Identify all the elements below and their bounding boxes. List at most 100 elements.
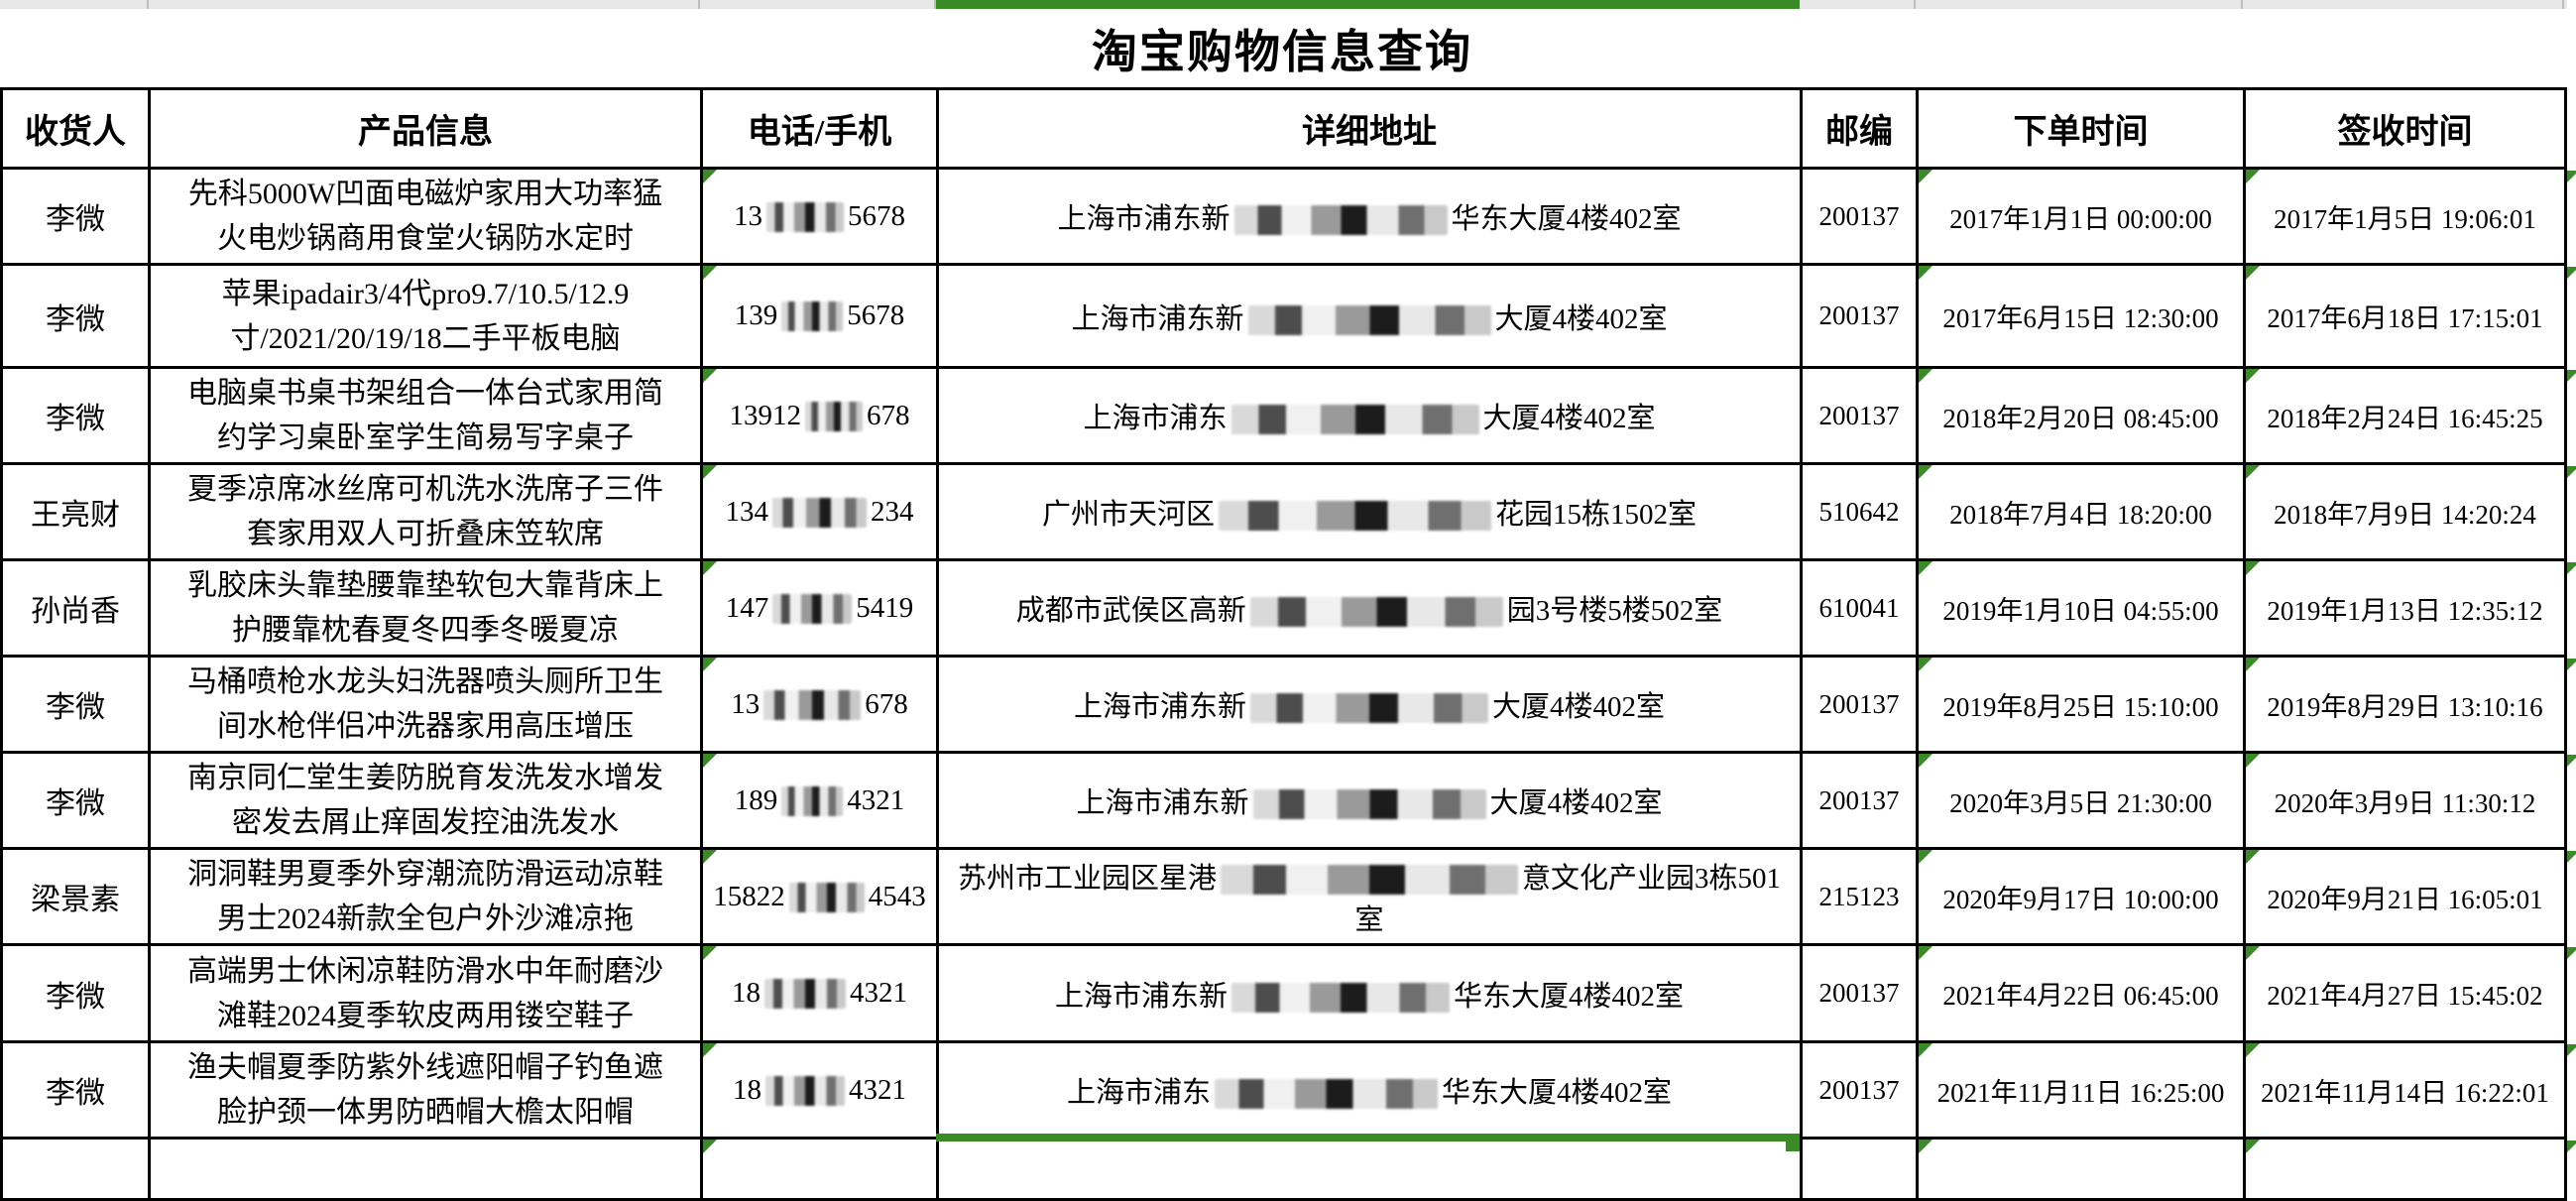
phone-cell[interactable]: 147 5419 [700,558,939,658]
order-time-cell[interactable]: 2021年4月22日 06:45:00 [1916,943,2246,1043]
address-cell[interactable]: 上海市浦东新 大厦4楼402室 [936,263,1803,369]
order-time-cell[interactable]: 2020年3月5日 21:30:00 [1916,751,2246,850]
phone-suffix: 5678 [847,300,905,331]
order-time-cell[interactable]: 2020年9月17日 10:00:00 [1916,847,2246,946]
address-cell[interactable]: 上海市浦东 华东大厦4楼402室 [936,1040,1803,1140]
sign-time-cell[interactable]: 2021年4月27日 15:45:02 [2243,943,2567,1043]
product-cell[interactable]: 渔夫帽夏季防紫外线遮阳帽子钓鱼遮脸护颈一体男防晒帽大檐太阳帽 [148,1040,703,1140]
product-cell[interactable]: 高端男士休闲凉鞋防滑水中年耐磨沙滩鞋2024夏季软皮两用镂空鞋子 [148,943,703,1043]
recipient-cell[interactable]: 梁景素 [0,847,151,946]
recipient-cell[interactable]: 李微 [0,167,151,266]
address-cell[interactable]: 上海市浦东新 大厦4楼402室 [936,655,1803,754]
order-time-cell[interactable]: 2018年2月20日 08:45:00 [1916,366,2246,465]
active-cell-selection-border [936,1133,1800,1141]
product-cell[interactable]: 电脑桌书桌书架组合一体台式家用简约学习桌卧室学生简易写字桌子 [148,366,703,465]
phone-suffix: 234 [871,495,914,528]
recipient-cell[interactable]: 王亮财 [0,462,151,561]
sign-time-cell[interactable]: 2020年3月9日 11:30:12 [2243,751,2567,850]
address-cell[interactable]: 广州市天河区 花园15栋1502室 [936,462,1803,561]
zip-cell[interactable]: 200137 [1800,943,1919,1043]
sign-time-cell[interactable]: 2018年7月9日 14:20:24 [2243,462,2567,561]
address-cell[interactable] [936,1137,1803,1201]
phone-cell[interactable]: 134 234 [700,462,939,561]
sign-time-cell[interactable]: 2017年6月18日 17:15:01 [2243,263,2567,369]
product-cell[interactable]: 苹果ipadair3/4代pro9.7/10.5/12.9寸/2021/20/1… [148,263,703,369]
phone-cell[interactable]: 13912 678 [700,366,939,465]
address-prefix: 广州市天河区 [1041,499,1215,531]
product-cell[interactable]: 乳胶床头靠垫腰靠垫软包大靠背床上护腰靠枕春夏冬四季冬暖夏凉 [148,558,703,658]
redacted-phone-segment [766,201,844,232]
zip-cell[interactable]: 200137 [1800,167,1919,266]
product-cell[interactable] [148,1137,703,1201]
zip-cell[interactable]: 510642 [1800,462,1919,561]
zip-cell[interactable]: 200137 [1800,366,1919,465]
order-time-text: 2019年1月10日 04:55:00 [1942,595,2219,626]
comment-flag-icon [2247,659,2260,671]
recipient-text: 李微 [46,691,105,724]
comment-flag-icon [704,851,717,864]
sign-time-cell[interactable]: 2018年2月24日 16:45:25 [2243,366,2567,465]
order-time-cell[interactable]: 2021年11月11日 16:25:00 [1916,1040,2246,1140]
selection-fill-handle[interactable] [1786,1141,1800,1151]
zip-cell[interactable]: 200137 [1800,655,1919,754]
phone-cell[interactable] [700,1137,939,1201]
phone-cell[interactable]: 189 4321 [700,751,939,850]
order-time-cell[interactable]: 2019年1月10日 04:55:00 [1916,558,2246,658]
sign-time-cell[interactable]: 2017年1月5日 19:06:01 [2243,167,2567,266]
sign-time-cell[interactable]: 2020年9月21日 16:05:01 [2243,847,2567,946]
recipient-cell[interactable] [0,1137,151,1201]
sheet-column-header-strip[interactable] [0,0,2576,9]
address-cell[interactable]: 上海市浦东 大厦4楼402室 [936,366,1803,465]
product-cell[interactable]: 南京同仁堂生姜防脱育发洗发水增发密发去屑止痒固发控油洗发水 [148,751,703,850]
zip-cell[interactable]: 200137 [1800,263,1919,369]
col-header-phone: 电话/手机 [700,87,939,170]
order-time-cell[interactable]: 2018年7月4日 18:20:00 [1916,462,2246,561]
phone-cell[interactable]: 13 5678 [700,167,939,266]
sign-time-cell[interactable]: 2019年8月29日 13:10:16 [2243,655,2567,754]
zip-cell[interactable]: 610041 [1800,558,1919,658]
zip-text: 610041 [1818,592,1900,623]
recipient-cell[interactable]: 李微 [0,751,151,850]
table-row: 王亮财 夏季凉席冰丝席可机洗水洗席子三件套家用双人可折叠床笠软席 134 234 … [0,462,2567,561]
order-time-text: 2018年2月20日 08:45:00 [1942,403,2219,433]
address-cell[interactable]: 苏州市工业园区星港 意文化产业园3栋501室 [936,847,1803,946]
phone-cell[interactable]: 13 678 [700,655,939,754]
product-cell[interactable]: 夏季凉席冰丝席可机洗水洗席子三件套家用双人可折叠床笠软席 [148,462,703,561]
recipient-cell[interactable]: 李微 [0,366,151,465]
phone-cell[interactable]: 15822 4543 [700,847,939,946]
recipient-cell[interactable]: 李微 [0,1040,151,1140]
phone-cell[interactable]: 139 5678 [700,263,939,369]
sign-time-cell[interactable]: 2019年1月13日 12:35:12 [2243,558,2567,658]
redacted-address-segment [1247,304,1491,335]
phone-cell[interactable]: 18 4321 [700,1040,939,1140]
address-cell[interactable]: 上海市浦东新 华东大厦4楼402室 [936,167,1803,266]
recipient-cell[interactable]: 李微 [0,655,151,754]
address-cell[interactable]: 上海市浦东新 大厦4楼402室 [936,751,1803,850]
zip-cell[interactable]: 200137 [1800,751,1919,850]
phone-cell[interactable]: 18 4321 [700,943,939,1043]
address-cell[interactable]: 成都市武侯区高新 园3号楼5楼502室 [936,558,1803,658]
order-time-cell[interactable]: 2019年8月25日 15:10:00 [1916,655,2246,754]
product-cell[interactable]: 先科5000W凹面电磁炉家用大功率猛火电炒锅商用食堂火锅防水定时 [148,167,703,266]
sign-time-cell[interactable] [2243,1137,2567,1201]
product-cell[interactable]: 洞洞鞋男夏季外穿潮流防滑运动凉鞋男士2024新款全包户外沙滩凉拖 [148,847,703,946]
recipient-cell[interactable]: 李微 [0,943,151,1043]
order-time-cell[interactable]: 2017年6月15日 12:30:00 [1916,263,2246,369]
col-header-address: 详细地址 [936,87,1803,170]
recipient-cell[interactable]: 孙尚香 [0,558,151,658]
zip-cell[interactable]: 200137 [1800,1040,1919,1140]
zip-cell[interactable] [1800,1137,1919,1201]
address-prefix: 上海市浦东 [1066,1077,1211,1109]
address-prefix: 上海市浦东新 [1073,691,1246,723]
address-cell[interactable]: 上海市浦东新 华东大厦4楼402室 [936,943,1803,1043]
comment-flag-icon [2247,755,2260,768]
order-time-cell[interactable]: 2017年1月1日 00:00:00 [1916,167,2246,266]
product-cell[interactable]: 马桶喷枪水龙头妇洗器喷头厕所卫生间水枪伴侣冲洗器家用高压增压 [148,655,703,754]
zip-cell[interactable]: 215123 [1800,847,1919,946]
recipient-cell[interactable]: 李微 [0,263,151,369]
sign-time-cell[interactable]: 2021年11月14日 16:22:01 [2243,1040,2567,1140]
order-time-cell[interactable] [1916,1137,2246,1201]
order-time-text: 2021年11月11日 16:25:00 [1936,1077,2225,1108]
phone-prefix: 134 [725,495,769,528]
redacted-phone-segment [772,593,853,624]
